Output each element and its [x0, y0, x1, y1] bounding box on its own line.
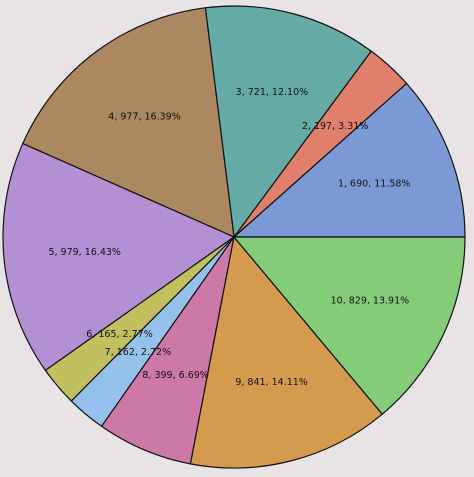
pie-labels: 1, 690, 11.58% 2, 197, 3.31% 3, 721, 12.10… [48, 87, 410, 388]
slice-label-5: 5, 979, 16.43% [48, 247, 120, 258]
slice-label-9: 9, 841, 14.11% [235, 377, 307, 388]
pie-slices [2, 5, 466, 469]
pie-slice-4 [21, 7, 235, 238]
pie-slice-10 [232, 236, 466, 415]
slice-label-10: 10, 829, 13.91% [331, 296, 410, 307]
pie-slice-5 [2, 142, 236, 372]
slice-label-2: 2, 197, 3.31% [302, 121, 368, 132]
pie-slice-1 [232, 82, 466, 238]
slice-label-6: 6, 165, 2.77% [86, 329, 152, 340]
pie-slice-9 [189, 235, 384, 469]
slice-label-8: 8, 399, 6.69% [142, 370, 208, 381]
slice-label-3: 3, 721, 12.10% [236, 87, 308, 98]
pie-slice-3 [204, 5, 372, 239]
slice-label-1: 1, 690, 11.58% [338, 179, 410, 190]
slice-label-4: 4, 977, 16.39% [108, 112, 180, 123]
slice-label-7: 7, 162, 2.72% [105, 347, 171, 358]
